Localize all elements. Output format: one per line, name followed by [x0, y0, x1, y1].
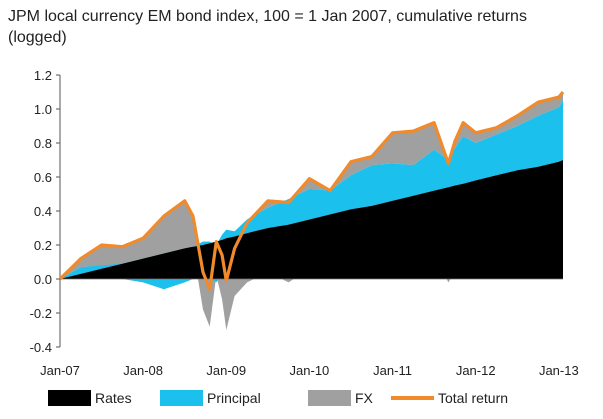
x-tick-label: Jan-11	[373, 363, 412, 378]
area-principal-upper	[60, 100, 563, 279]
x-tick-label: Jan-08	[123, 363, 163, 378]
y-tick-label: 0.0	[34, 272, 52, 287]
y-tick-label: 0.2	[34, 238, 52, 253]
chart-areas	[60, 92, 563, 330]
legend-label-rates: Rates	[95, 390, 132, 406]
chart-title: JPM local currency EM bond index, 100 = …	[8, 6, 568, 48]
y-tick-label: 1.2	[34, 68, 52, 83]
legend-swatch-fx	[308, 390, 351, 406]
y-tick-label: -0.2	[30, 306, 52, 321]
area-rates	[60, 160, 563, 279]
y-tick-label: 1.0	[34, 102, 52, 117]
y-tick-label: 0.4	[34, 204, 52, 219]
chart-ticks: -0.4 -0.2 0.0 0.2 0.4 0.6 0.8 1.0 1.2 Jan-07 Jan-0…	[30, 68, 579, 378]
legend-label-principal: Principal	[207, 390, 261, 406]
y-tick-label: 0.8	[34, 136, 52, 151]
x-tick-label: Jan-13	[539, 363, 579, 378]
area-fx-upper	[60, 92, 563, 290]
y-tick-label: -0.4	[30, 340, 52, 355]
x-tick-label: Jan-07	[40, 363, 80, 378]
x-tick-label: Jan-09	[206, 363, 246, 378]
chart-line	[58, 90, 565, 291]
legend-swatch-principal	[160, 390, 203, 406]
legend-label-total-return: Total return	[438, 390, 508, 406]
legend-swatch-rates	[48, 390, 91, 406]
y-tick-label: 0.6	[34, 170, 52, 185]
line-total-return	[58, 90, 565, 291]
chart-legend: Rates Principal FX Total return	[48, 390, 508, 406]
legend-label-fx: FX	[355, 390, 374, 406]
chart-title-text: JPM local currency EM bond index, 100 = …	[8, 8, 527, 46]
x-tick-label: Jan-10	[290, 363, 330, 378]
x-tick-label: Jan-12	[456, 363, 496, 378]
